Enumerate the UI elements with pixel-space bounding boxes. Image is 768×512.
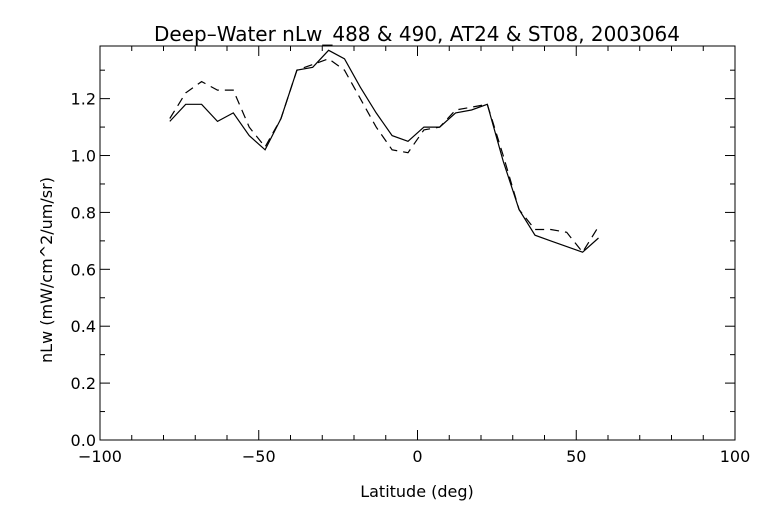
series-solid — [169, 49, 599, 253]
y-tick-label: 0.4 — [71, 317, 96, 336]
y-tick-label: 1.0 — [71, 147, 96, 166]
y-tick-label: 0.0 — [71, 431, 96, 450]
x-tick-label: 100 — [720, 447, 751, 466]
plot-frame — [99, 45, 736, 441]
chart-title: Deep–Water nLw_488 & 490, AT24 & ST08, 2… — [154, 22, 680, 46]
series-dashed — [169, 58, 600, 254]
y-axis-label: nLw (mW/cm^2/um/sr) — [37, 177, 56, 363]
y-tick-label: 0.6 — [71, 260, 96, 279]
x-tick-label: −100 — [78, 447, 122, 466]
x-tick-label: 50 — [566, 447, 586, 466]
y-tick-label: 1.2 — [71, 90, 96, 109]
y-tick-label: 0.2 — [71, 374, 96, 393]
x-tick-label: −50 — [242, 447, 276, 466]
x-axis-label: Latitude (deg) — [360, 482, 474, 501]
y-tick-label: 0.8 — [71, 203, 96, 222]
x-tick-label: 0 — [412, 447, 422, 466]
